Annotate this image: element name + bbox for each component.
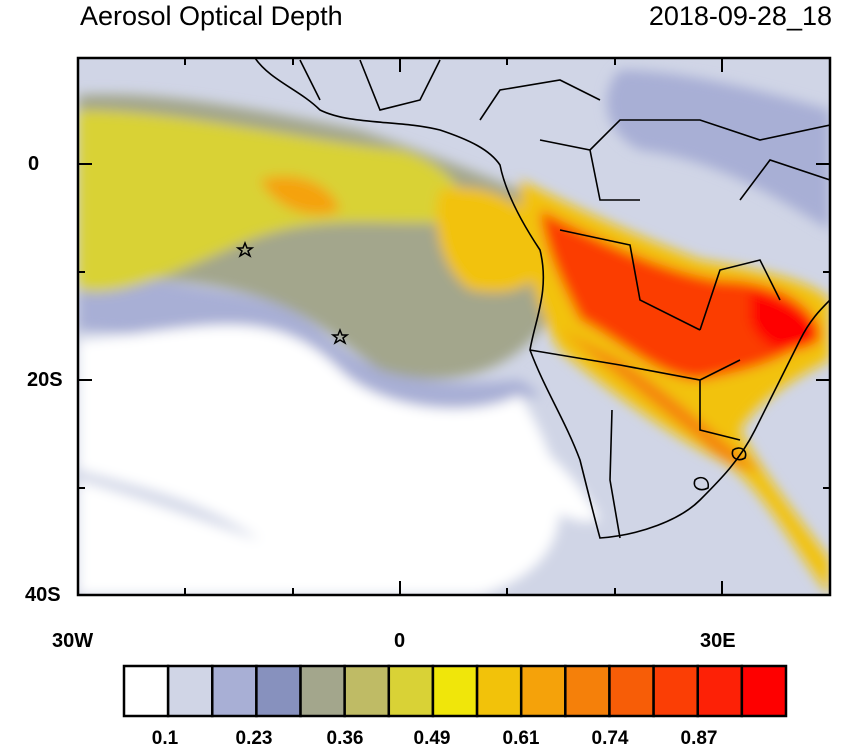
axis-ticks bbox=[78, 58, 830, 595]
colorbar-box bbox=[475, 664, 523, 718]
map-frame bbox=[76, 56, 832, 597]
colorbar-label: 0.1 bbox=[151, 728, 179, 749]
colorbar-box bbox=[564, 664, 611, 718]
lon-tick-label: 30W bbox=[52, 630, 94, 652]
colorbar-box bbox=[608, 664, 655, 718]
colorbar-box bbox=[255, 664, 302, 718]
plot-title: Aerosol Optical Depth bbox=[80, 1, 343, 31]
colorbar-label: 0.61 bbox=[502, 728, 540, 749]
star-marker-icon bbox=[330, 327, 350, 345]
colorbar-box bbox=[299, 664, 346, 718]
colorbar-label: 0.49 bbox=[413, 728, 451, 749]
lon-tick-label: 30E bbox=[700, 630, 736, 652]
lat-tick-label: 40S bbox=[25, 584, 61, 606]
aod-field bbox=[78, 58, 830, 595]
lat-tick-label: 0 bbox=[28, 153, 40, 175]
colorbar-box bbox=[166, 664, 214, 718]
lat-tick-label: 20S bbox=[27, 369, 63, 391]
colorbar-box bbox=[696, 664, 744, 718]
colorbar-box bbox=[740, 664, 788, 718]
lon-tick-label: 0 bbox=[394, 630, 406, 652]
colorbar-box bbox=[343, 664, 391, 718]
colorbar-label: 0.87 bbox=[680, 728, 718, 749]
colorbar-box bbox=[387, 664, 435, 718]
star-marker-icon bbox=[235, 240, 255, 258]
colorbar-label: 0.23 bbox=[235, 728, 273, 749]
colorbar-box bbox=[122, 664, 170, 718]
colorbar-box bbox=[211, 664, 258, 718]
colorbar-box bbox=[431, 664, 479, 718]
colorbar-box bbox=[652, 664, 699, 718]
colorbar-box bbox=[519, 664, 567, 718]
colorbar-label: 0.36 bbox=[326, 728, 364, 749]
colorbar-label: 0.74 bbox=[591, 728, 629, 749]
coastlines bbox=[254, 58, 830, 539]
colorbar bbox=[122, 664, 788, 718]
plot-date: 2018-09-28_18 bbox=[648, 1, 832, 31]
